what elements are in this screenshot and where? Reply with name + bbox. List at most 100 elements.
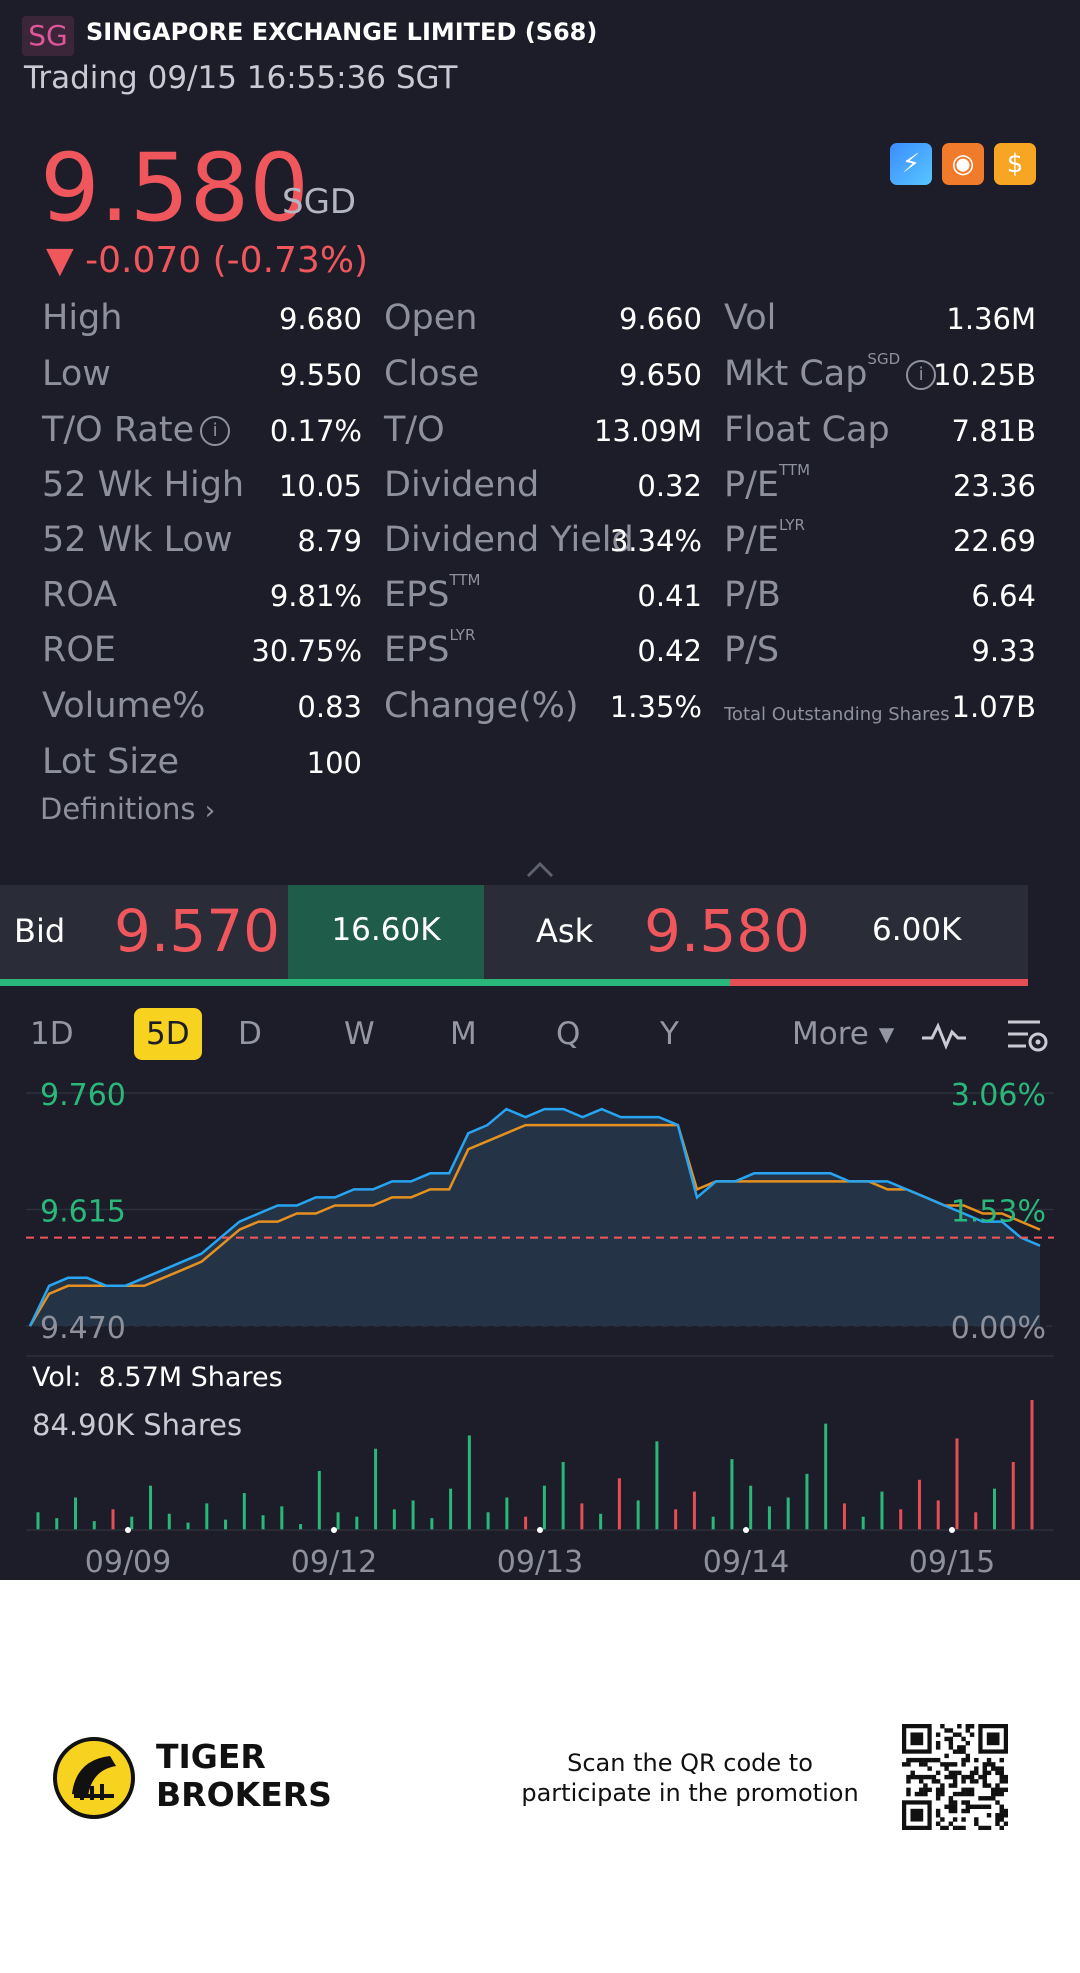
definitions-link[interactable]: Definitions › (40, 792, 216, 826)
stat-label: ROE (42, 630, 116, 670)
x-tick-label: 09/15 (909, 1545, 995, 1580)
volume-bar (655, 1441, 659, 1530)
stat-label: Close (384, 354, 480, 394)
stat-value: 0.32 (637, 469, 702, 503)
volume-bar (299, 1524, 303, 1530)
qr-code[interactable] (902, 1724, 1008, 1830)
volume-bar (92, 1521, 96, 1530)
x-tick-dot (537, 1527, 543, 1533)
stat-value: 30.75% (251, 634, 362, 668)
stat-label: Change(%) (384, 686, 579, 726)
stat-value: 9.550 (278, 358, 362, 392)
stat-label: Dividend (384, 465, 540, 505)
tab-w[interactable]: W (344, 1016, 375, 1052)
bid-label: Bid (14, 912, 66, 950)
order-book-bar (0, 885, 1028, 979)
tab-d[interactable]: D (238, 1016, 262, 1052)
stat-label: EPSTTM (384, 571, 481, 615)
stat-value: 0.17% (269, 414, 362, 448)
tab-y[interactable]: Y (660, 1016, 679, 1052)
volume-bar (336, 1512, 340, 1530)
stat-value: 1.35% (609, 690, 702, 724)
stat-value: 9.680 (278, 302, 362, 336)
volume-bar (486, 1512, 490, 1530)
volume-bar (242, 1493, 246, 1530)
stat-label: Volume% (42, 686, 206, 726)
volume-bar (430, 1518, 434, 1530)
market-badge: SG (22, 16, 74, 56)
volume-bar (599, 1513, 603, 1530)
stat-value: 6.64 (971, 579, 1036, 613)
stat-value: 0.42 (637, 634, 702, 668)
info-icon[interactable]: i (200, 416, 231, 446)
stat-label: 52 Wk High (42, 465, 245, 505)
y-tick-left: 9.615 (40, 1195, 126, 1230)
volume-bar (880, 1491, 884, 1530)
stat-label[interactable]: Mkt CapSGDi (724, 350, 937, 394)
volume-bar (449, 1488, 453, 1530)
volume-bar (842, 1503, 846, 1530)
collapse-chevron-icon[interactable] (526, 860, 554, 878)
last-price: 9.580 (40, 134, 310, 243)
volume-bar (55, 1518, 59, 1530)
stat-label: P/S (724, 630, 780, 670)
volume-bar (205, 1503, 209, 1530)
chart-settings-icon[interactable] (1006, 1016, 1050, 1056)
volume-bar (767, 1506, 771, 1530)
indicator-icon[interactable] (920, 1020, 968, 1050)
price-chart[interactable]: 9.760 9.615 9.470 3.06% 1.53% 0.00% 09/09 09/1… (0, 1060, 1080, 1580)
volume-bar (692, 1491, 696, 1530)
stat-value: 100 (306, 746, 362, 780)
volume-bar (711, 1516, 715, 1530)
stat-value: 9.650 (618, 358, 702, 392)
stat-label: High (42, 298, 123, 338)
price-change: ▼ -0.070 (-0.73%) (46, 240, 369, 281)
tab-more[interactable]: More ▾ (792, 1016, 895, 1052)
stat-value: 8.79 (297, 524, 362, 558)
volume-bar (224, 1519, 228, 1530)
volume-bar (861, 1516, 865, 1530)
x-tick-label: 09/09 (85, 1545, 171, 1580)
stock-title: SINGAPORE EXCHANGE LIMITED (S68) (86, 18, 598, 46)
stat-value: 0.83 (297, 690, 362, 724)
tab-1d[interactable]: 1D (30, 1016, 74, 1052)
volume-bar (899, 1509, 903, 1530)
stat-value: 10.25B (933, 358, 1036, 392)
promo-text: Scan the QR code to participate in the pr… (521, 1749, 859, 1807)
y-tick-right: 0.00% (951, 1311, 1046, 1346)
volume-total: Vol: 8.57M Shares (32, 1362, 283, 1393)
volume-bar (955, 1438, 959, 1530)
stat-label: Dividend Yield (384, 520, 634, 560)
x-tick-dot (331, 1527, 337, 1533)
y-tick-right: 3.06% (951, 1078, 1046, 1113)
info-icon[interactable]: i (906, 360, 937, 390)
stat-label: T/O (384, 410, 445, 450)
stat-label: EPSLYR (384, 626, 476, 670)
volume-bar (467, 1435, 471, 1530)
x-tick-label: 09/12 (291, 1545, 377, 1580)
volume-bar (542, 1485, 546, 1530)
dollar-icon[interactable]: $ (994, 143, 1036, 185)
tab-5d[interactable]: 5D (134, 1008, 202, 1060)
volume-bar (524, 1516, 528, 1530)
volume-bar (130, 1516, 134, 1530)
stat-value: 10.05 (278, 469, 362, 503)
volume-bar (74, 1497, 78, 1530)
tab-m[interactable]: M (450, 1016, 477, 1052)
volume-bar (936, 1500, 940, 1530)
volume-bar (917, 1479, 921, 1530)
bid-qty: 16.60K (331, 912, 441, 948)
volume-bar (261, 1515, 265, 1530)
currency-label: SGD (282, 182, 357, 222)
stat-value: 13.09M (593, 414, 702, 448)
volume-bar (805, 1473, 809, 1530)
volume-bar (411, 1500, 415, 1530)
stat-label: Low (42, 354, 111, 394)
y-tick-right: 1.53% (951, 1195, 1046, 1230)
lightning-icon[interactable]: ⚡ (890, 143, 932, 185)
ask-ratio-bar (730, 979, 1028, 986)
stat-label[interactable]: T/O Rate i (42, 410, 231, 450)
tiger-icon[interactable]: ◉ (942, 143, 984, 185)
tiger-logo-icon (53, 1737, 135, 1819)
tab-q[interactable]: Q (556, 1016, 581, 1052)
